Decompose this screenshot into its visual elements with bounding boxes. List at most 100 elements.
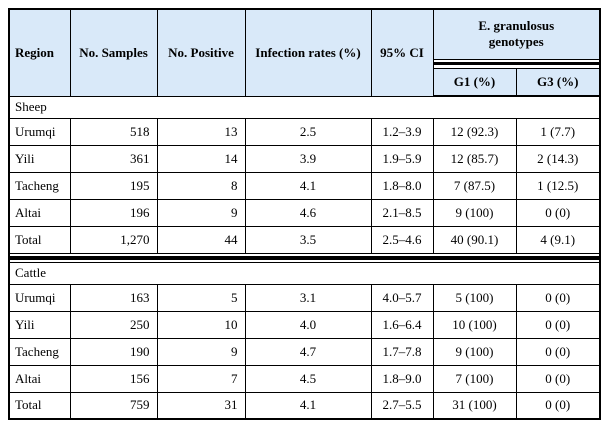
cell-region: Total [8, 391, 71, 420]
cell-g3: 0 (0) [515, 364, 601, 393]
cell-region: Yili [8, 144, 71, 173]
cell-infection-rate: 4.0 [244, 310, 372, 339]
double-rule-line [434, 62, 599, 65]
cell-g3: 0 (0) [515, 283, 601, 312]
cell-region: Urumqi [8, 117, 71, 146]
section-label: Sheep [8, 95, 601, 119]
cell-samples: 361 [69, 144, 158, 173]
table-row: Yili 250 10 4.0 1.6–6.4 10 (100) 0 (0) [8, 310, 601, 339]
column-group-genotypes: E. granulosus genotypes [432, 8, 601, 59]
cell-g3: 1 (12.5) [515, 171, 601, 200]
cell-samples: 759 [69, 391, 158, 420]
section-separator-double-rule [10, 255, 599, 260]
cell-infection-rate: 4.7 [244, 337, 372, 366]
cell-positive: 14 [156, 144, 246, 173]
table-row: Altai 196 9 4.6 2.1–8.5 9 (100) 0 (0) [8, 198, 601, 227]
cell-region: Urumqi [8, 283, 71, 312]
table-row: Tacheng 195 8 4.1 1.8–8.0 7 (87.5) 1 (12.5) [8, 171, 601, 200]
cell-95ci: 2.1–8.5 [370, 198, 434, 227]
table-row: Tacheng 190 9 4.7 1.7–7.8 9 (100) 0 (0) [8, 337, 601, 366]
cell-samples: 1,270 [69, 225, 158, 254]
cell-positive: 31 [156, 391, 246, 420]
cell-g1: 40 (90.1) [432, 225, 517, 254]
cell-g3: 1 (7.7) [515, 117, 601, 146]
column-header-95ci: 95% CI [370, 8, 434, 96]
cell-95ci: 1.8–9.0 [370, 364, 434, 393]
cell-positive: 9 [156, 198, 246, 227]
cell-infection-rate: 4.6 [244, 198, 372, 227]
cell-positive: 44 [156, 225, 246, 254]
cell-95ci: 1.8–8.0 [370, 171, 434, 200]
genotypes-group-label-line2: genotypes [488, 34, 544, 50]
cell-positive: 9 [156, 337, 246, 366]
table-row: Urumqi 163 5 3.1 4.0–5.7 5 (100) 0 (0) [8, 283, 601, 312]
cell-samples: 163 [69, 283, 158, 312]
cell-region: Altai [8, 198, 71, 227]
cell-95ci: 2.7–5.5 [370, 391, 434, 420]
table-header: Region No. Samples No. Positive Infectio… [8, 8, 601, 97]
table-body: Sheep Urumqi 518 13 2.5 1.2–3.9 12 (92.3) 1 (7.… [8, 95, 601, 420]
genotypes-group-label-line1: E. granulosus [478, 18, 555, 34]
cell-g1: 10 (100) [432, 310, 517, 339]
cell-infection-rate: 3.1 [244, 283, 372, 312]
header-double-rule-row [9, 58, 601, 68]
cell-g3: 0 (0) [515, 337, 601, 366]
cell-g1: 9 (100) [432, 337, 517, 366]
cell-positive: 8 [156, 171, 246, 200]
cell-g1: 7 (87.5) [432, 171, 517, 200]
column-header-g1: G1 (%) [432, 67, 517, 97]
column-header-samples: No. Samples [69, 8, 158, 96]
cell-region: Total [8, 225, 71, 254]
cell-g1: 9 (100) [432, 198, 517, 227]
cell-infection-rate: 4.1 [244, 171, 372, 200]
cell-positive: 5 [156, 283, 246, 312]
column-header-g3: G3 (%) [515, 67, 601, 97]
cell-samples: 518 [69, 117, 158, 146]
cell-infection-rate: 4.5 [244, 364, 372, 393]
cell-95ci: 4.0–5.7 [370, 283, 434, 312]
cell-infection-rate: 3.9 [244, 144, 372, 173]
cell-g3: 4 (9.1) [515, 225, 601, 254]
cell-region: Tacheng [8, 337, 71, 366]
cell-g1: 7 (100) [432, 364, 517, 393]
header-row-main: Region No. Samples No. Positive Infectio… [8, 8, 601, 96]
cell-95ci: 1.9–5.9 [370, 144, 434, 173]
section-label: Cattle [8, 261, 601, 285]
cell-g1: 31 (100) [432, 391, 517, 420]
column-header-positive: No. Positive [156, 8, 246, 96]
cell-95ci: 1.7–7.8 [370, 337, 434, 366]
cell-g1: 12 (92.3) [432, 117, 517, 146]
cell-g3: 0 (0) [515, 391, 601, 420]
infection-genotypes-table: Region No. Samples No. Positive Infectio… [8, 8, 601, 420]
section-separator-cell [8, 252, 601, 263]
cell-95ci: 1.2–3.9 [370, 117, 434, 146]
cell-samples: 196 [69, 198, 158, 227]
cell-95ci: 1.6–6.4 [370, 310, 434, 339]
cell-g3: 2 (14.3) [515, 144, 601, 173]
cell-samples: 195 [69, 171, 158, 200]
cell-positive: 7 [156, 364, 246, 393]
header-row-genotype-subcolumns: G1 (%) G3 (%) [9, 67, 601, 97]
table-row: Total 759 31 4.1 2.7–5.5 31 (100) 0 (0) [8, 391, 601, 420]
cell-infection-rate: 4.1 [244, 391, 372, 420]
section-header-row: Sheep [8, 95, 601, 119]
table-row: Total 1,270 44 3.5 2.5–4.6 40 (90.1) 4 (9.1) [8, 225, 601, 254]
cell-region: Yili [8, 310, 71, 339]
cell-positive: 13 [156, 117, 246, 146]
cell-samples: 250 [69, 310, 158, 339]
column-header-infection-rates: Infection rates (%) [244, 8, 372, 96]
section-separator-row [8, 252, 601, 263]
genotypes-double-rule [432, 58, 601, 68]
cell-positive: 10 [156, 310, 246, 339]
cell-samples: 156 [69, 364, 158, 393]
cell-region: Tacheng [8, 171, 71, 200]
cell-region: Altai [8, 364, 71, 393]
cell-samples: 190 [69, 337, 158, 366]
section-header-row: Cattle [8, 261, 601, 285]
cell-infection-rate: 2.5 [244, 117, 372, 146]
cell-g3: 0 (0) [515, 198, 601, 227]
cell-g1: 12 (85.7) [432, 144, 517, 173]
table-row: Yili 361 14 3.9 1.9–5.9 12 (85.7) 2 (14.3) [8, 144, 601, 173]
cell-g1: 5 (100) [432, 283, 517, 312]
